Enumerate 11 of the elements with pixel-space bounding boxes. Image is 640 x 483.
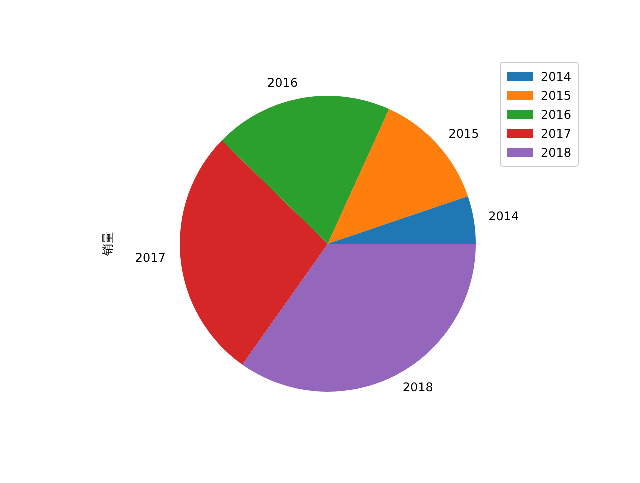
slice-label: 2018	[402, 380, 434, 395]
legend-label: 2015	[541, 88, 572, 102]
legend-label: 2017	[541, 126, 572, 140]
slice-label: 2014	[488, 210, 520, 224]
slice-label: 2016	[267, 76, 298, 90]
slice-label: 2017	[135, 250, 166, 265]
legend-label: 2018	[541, 146, 572, 160]
legend-label: 2014	[541, 70, 572, 84]
text: 销量	[101, 232, 116, 257]
slice-label: 2015	[448, 126, 480, 141]
legend-label: 2016	[541, 108, 572, 122]
